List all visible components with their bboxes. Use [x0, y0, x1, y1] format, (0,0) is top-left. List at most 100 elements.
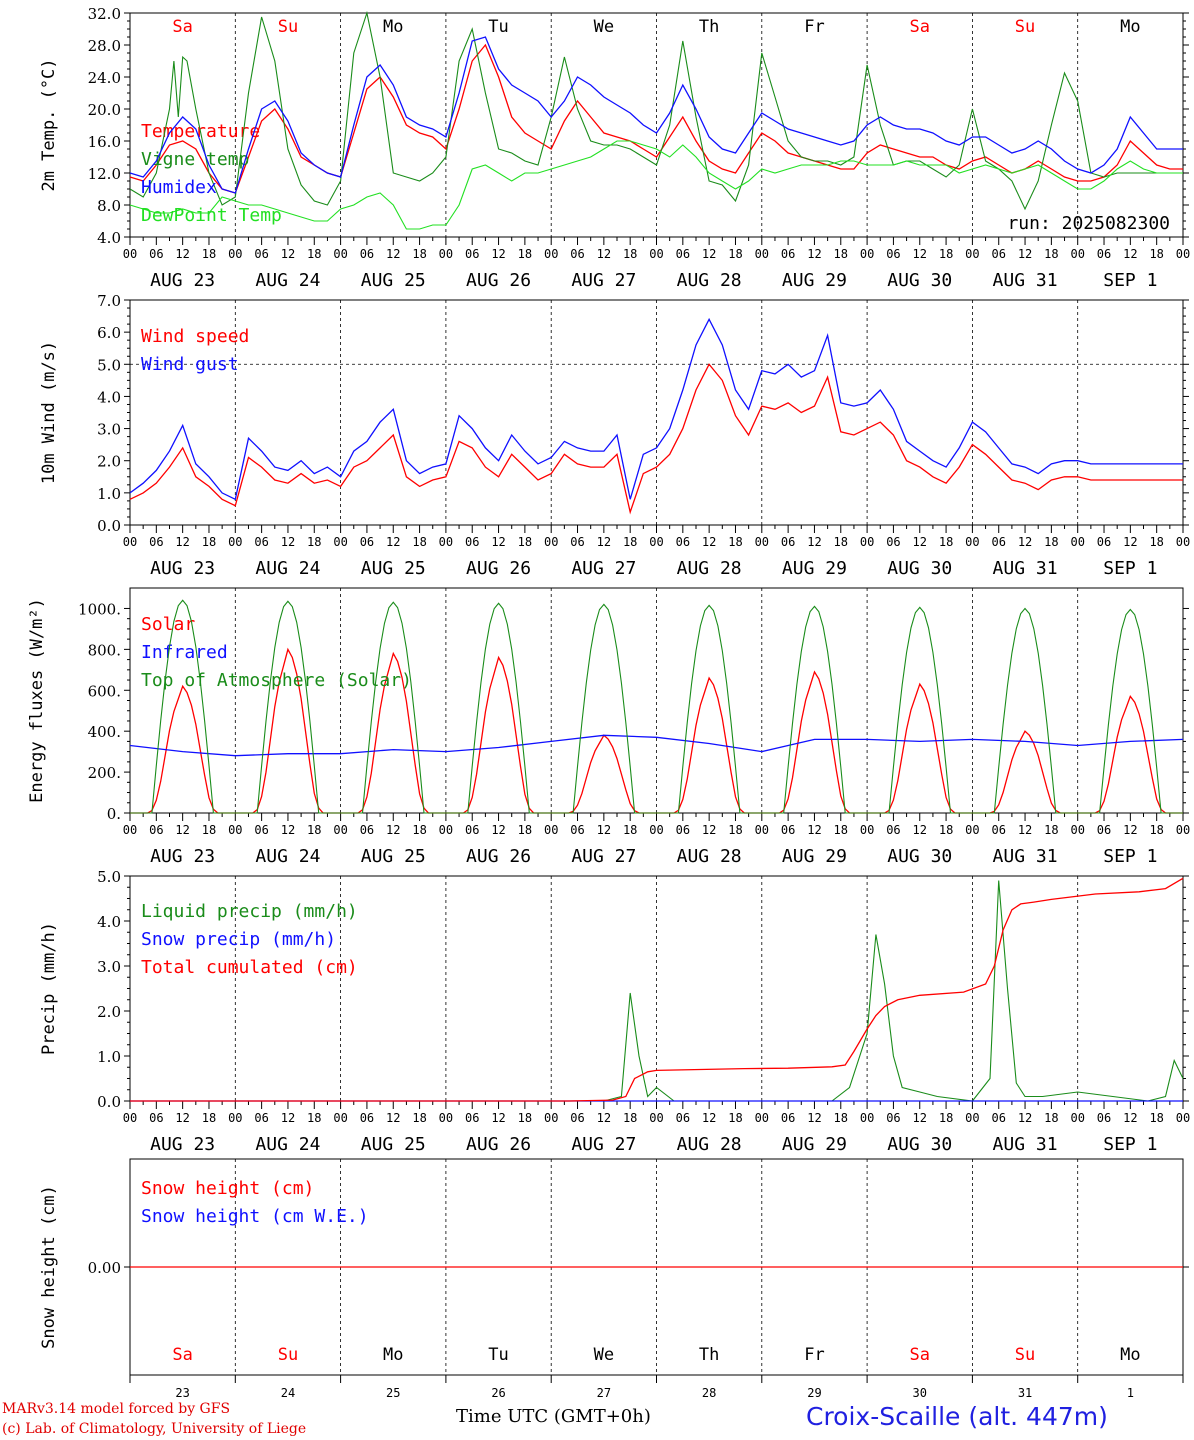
hour-label: 06: [886, 247, 900, 261]
hour-label: 00: [1070, 535, 1084, 549]
hour-label: 12: [1018, 1111, 1032, 1125]
hour-label: 12: [281, 247, 295, 261]
hour-label: 12: [1123, 1111, 1137, 1125]
date-label: AUG 29: [782, 1134, 847, 1155]
y-tick-label: 16.0: [88, 133, 121, 151]
hour-label: 12: [1018, 823, 1032, 837]
hour-label: 12: [1018, 535, 1032, 549]
date-label: AUG 31: [993, 1134, 1058, 1155]
hour-label: 00: [860, 1111, 874, 1125]
hour-label: 12: [913, 1111, 927, 1125]
hour-label: 00: [439, 1111, 453, 1125]
date-label: SEP 1: [1103, 558, 1157, 579]
day-number-label: 1: [1127, 1386, 1134, 1400]
y-tick-label: 12.0: [88, 165, 121, 183]
day-number-label: 31: [1018, 1386, 1032, 1400]
hour-label: 00: [544, 823, 558, 837]
y-tick-label: 0.: [107, 805, 121, 823]
hour-label: 12: [913, 247, 927, 261]
hour-label: 06: [465, 1111, 479, 1125]
hour-label: 06: [991, 535, 1005, 549]
y-tick-label: 600.: [88, 682, 121, 700]
hour-label: 18: [939, 823, 953, 837]
date-label: AUG 25: [361, 846, 426, 867]
hour-label: 18: [728, 247, 742, 261]
run-label: run: 2025082300: [1007, 213, 1170, 234]
hour-label: 00: [1176, 535, 1190, 549]
hour-label: 12: [386, 823, 400, 837]
panel-3: 0. 200. 400. 600. 800. 1000. Energy fluxes (W/…: [27, 587, 1190, 867]
hour-label: 00: [755, 247, 769, 261]
hour-label: 12: [1123, 247, 1137, 261]
date-label: AUG 30: [887, 558, 952, 579]
date-label: AUG 26: [466, 846, 531, 867]
hour-label: 00: [755, 823, 769, 837]
legend-entry: DewPoint Temp: [141, 205, 282, 226]
date-label: AUG 27: [571, 270, 636, 291]
day-of-week-label: Mo: [1120, 17, 1140, 37]
hour-label: 06: [570, 247, 584, 261]
day-of-week-label: Fr: [804, 1345, 824, 1365]
legend-entry: Wind gust: [141, 354, 239, 375]
hour-label: 18: [202, 247, 216, 261]
hour-label: 12: [1018, 247, 1032, 261]
footer-credit-line1: MARv3.14 model forced by GFS: [2, 1401, 231, 1417]
hour-label: 00: [965, 823, 979, 837]
hour-label: 06: [781, 535, 795, 549]
hour-label: 18: [202, 823, 216, 837]
hour-label: 18: [412, 1111, 426, 1125]
y-tick-label: 4.0: [97, 913, 121, 931]
hour-label: 06: [254, 535, 268, 549]
date-label: AUG 27: [571, 846, 636, 867]
hour-label: 00: [544, 1111, 558, 1125]
hour-label: 18: [834, 247, 848, 261]
y-tick-label: 0.0: [97, 1093, 121, 1111]
y-tick-label: 3.0: [97, 958, 121, 976]
series-total-cumulated-cm: [130, 877, 1184, 1102]
hour-label: 06: [781, 1111, 795, 1125]
hour-label: 00: [228, 535, 242, 549]
hour-label: 06: [149, 1111, 163, 1125]
date-label: AUG 29: [782, 558, 847, 579]
hour-label: 18: [623, 247, 637, 261]
date-label: SEP 1: [1103, 1134, 1157, 1155]
hour-label: 06: [991, 823, 1005, 837]
legend-entry: Snow precip (mm/h): [141, 929, 336, 950]
date-label: AUG 25: [361, 558, 426, 579]
hour-label: 06: [991, 247, 1005, 261]
y-tick-label: 4.0: [97, 388, 121, 406]
date-label: AUG 27: [571, 558, 636, 579]
y-tick-label: 1.0: [97, 485, 121, 503]
day-of-week-label: Mo: [1120, 1345, 1140, 1365]
hour-label: 12: [807, 823, 821, 837]
hour-label: 18: [202, 1111, 216, 1125]
date-label: AUG 26: [466, 558, 531, 579]
hour-label: 06: [360, 823, 374, 837]
hour-label: 00: [860, 535, 874, 549]
date-label: AUG 30: [887, 846, 952, 867]
series-infrared: [129, 734, 1184, 757]
date-label: AUG 23: [150, 1134, 215, 1155]
y-tick-label: 24.0: [88, 69, 121, 87]
day-number-label: 23: [175, 1386, 189, 1400]
legend-entry: Total cumulated (cm): [141, 957, 358, 978]
legend-entry: Liquid precip (mm/h): [141, 901, 358, 922]
y-tick-label: 32.0: [88, 5, 121, 23]
hour-label: 00: [649, 1111, 663, 1125]
y-tick-label: 5.0: [97, 868, 121, 886]
date-label: AUG 26: [466, 270, 531, 291]
date-label: AUG 28: [677, 1134, 742, 1155]
day-of-week-label: Sa: [172, 1345, 192, 1365]
hour-label: 00: [649, 247, 663, 261]
hour-label: 12: [491, 535, 505, 549]
hour-label: 06: [570, 823, 584, 837]
hour-label: 12: [175, 823, 189, 837]
date-label: AUG 24: [255, 1134, 320, 1155]
y-tick-label: 1000.: [78, 600, 121, 618]
day-of-week-label: Su: [1015, 17, 1035, 37]
hour-label: 12: [597, 1111, 611, 1125]
day-of-week-label: Sa: [910, 17, 930, 37]
series-dewpoint-temp: [129, 140, 1183, 230]
hour-label: 06: [254, 823, 268, 837]
hour-label: 06: [570, 535, 584, 549]
